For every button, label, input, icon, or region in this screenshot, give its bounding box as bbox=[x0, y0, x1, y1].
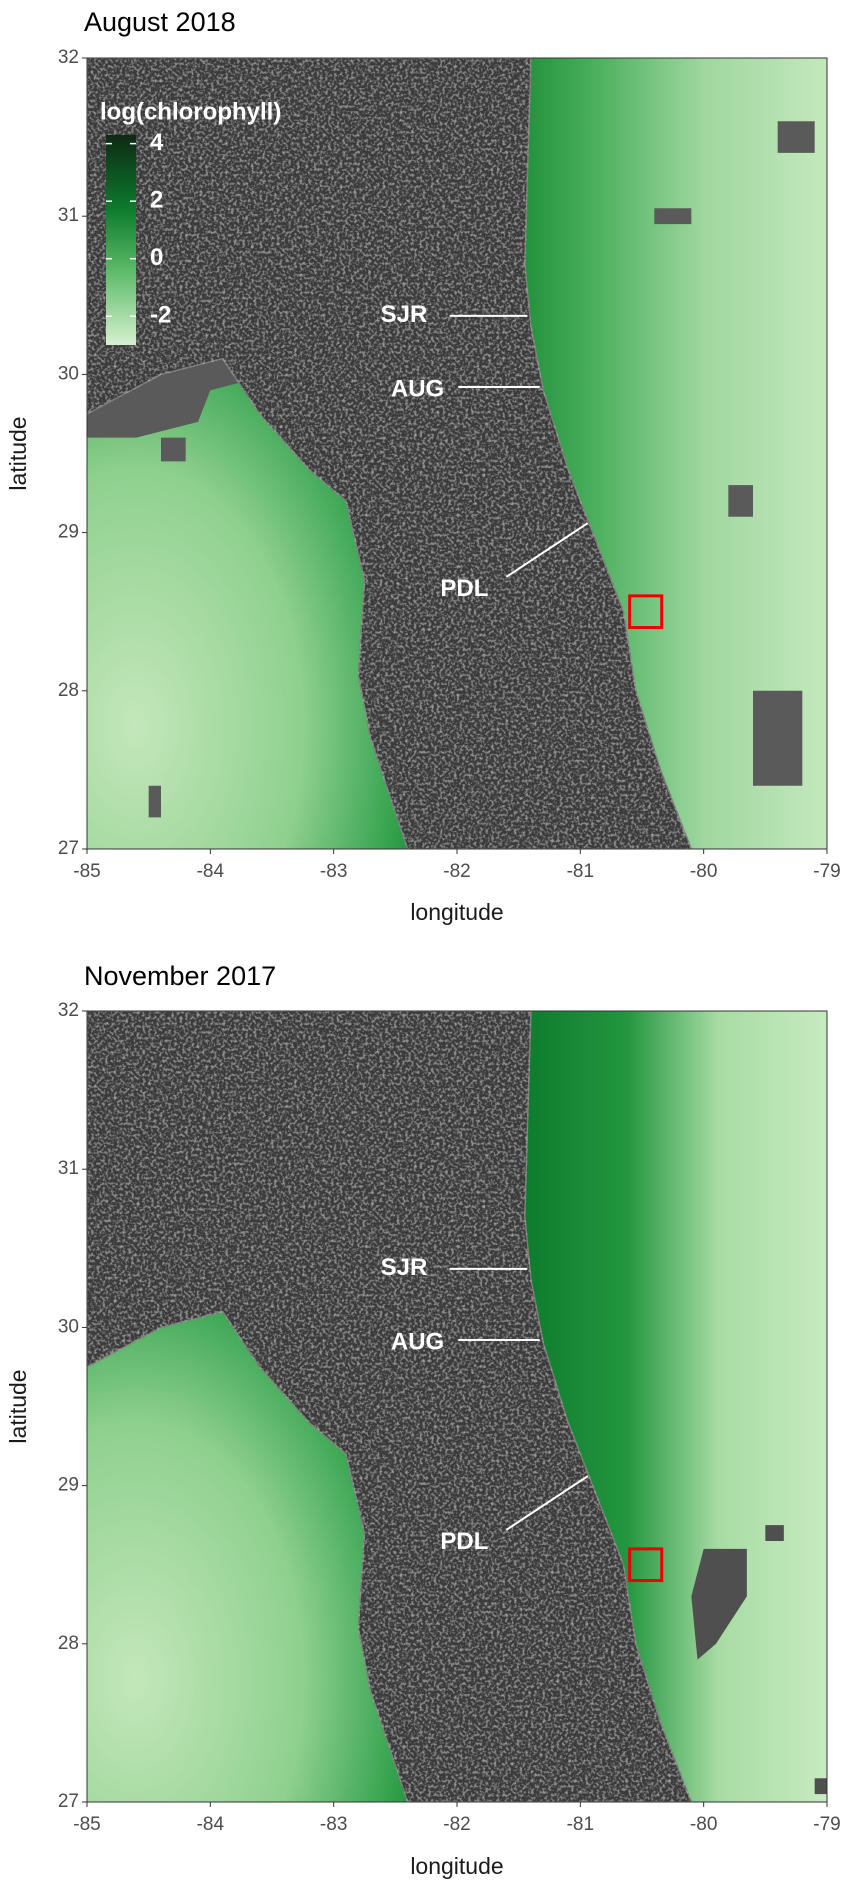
legend-title: log(chlorophyll) bbox=[100, 98, 281, 125]
y-tick-label: 29 bbox=[58, 1475, 79, 1496]
y-tick-label: 32 bbox=[58, 1000, 79, 1021]
cloud bbox=[777, 121, 815, 153]
cloud bbox=[728, 485, 753, 517]
y-tick-label: 31 bbox=[58, 1158, 79, 1179]
panel-title: August 2018 bbox=[84, 7, 236, 37]
site-label: PDL bbox=[440, 1528, 488, 1555]
gulf bbox=[87, 358, 408, 849]
y-tick-label: 28 bbox=[58, 1633, 79, 1654]
map-panel: SJR AUG PDL -85 -84 -83 -82 -81 -80 -79 27 28 29 30 31… bbox=[5, 961, 841, 1879]
legend-tick-label: 4 bbox=[150, 129, 164, 156]
land bbox=[87, 58, 693, 849]
map-area: SJR AUG PDL bbox=[87, 1011, 827, 1802]
map-area: SJR AUG PDL bbox=[87, 58, 827, 849]
x-tick-label: -79 bbox=[813, 861, 840, 882]
x-tick-label: -84 bbox=[197, 861, 225, 882]
land bbox=[87, 1011, 693, 1802]
x-tick-label: -79 bbox=[813, 1814, 840, 1835]
y-axis-label: latitude bbox=[5, 1369, 31, 1443]
study-box bbox=[628, 594, 664, 630]
y-tick-label: 30 bbox=[58, 363, 79, 384]
legend-tick-label: 2 bbox=[150, 187, 163, 214]
cloud bbox=[765, 1525, 784, 1541]
cloud bbox=[161, 437, 186, 462]
cloud bbox=[654, 208, 692, 225]
x-tick-label: -81 bbox=[567, 1814, 594, 1835]
y-tick-label: 30 bbox=[58, 1316, 79, 1337]
x-tick-label: -82 bbox=[443, 861, 470, 882]
x-tick-label: -80 bbox=[690, 861, 717, 882]
study-box bbox=[628, 1547, 664, 1583]
cloud bbox=[814, 1778, 827, 1795]
y-tick-label: 27 bbox=[58, 1791, 79, 1812]
legend-tick-label: -2 bbox=[150, 302, 171, 329]
x-tick-label: -84 bbox=[197, 1814, 225, 1835]
cloud bbox=[87, 358, 242, 438]
y-tick-label: 28 bbox=[58, 680, 79, 701]
x-tick-label: -83 bbox=[320, 1814, 347, 1835]
y-tick-label: 27 bbox=[58, 838, 79, 859]
panel-title: November 2017 bbox=[84, 961, 276, 991]
cloud bbox=[691, 1548, 747, 1660]
cloud bbox=[753, 690, 803, 786]
y-tick-label: 31 bbox=[58, 205, 79, 226]
x-tick-label: -85 bbox=[73, 1814, 100, 1835]
site-label: AUG bbox=[391, 376, 444, 403]
y-tick-label: 32 bbox=[58, 47, 79, 68]
x-axis-label: longitude bbox=[410, 1853, 503, 1879]
site-label: AUG bbox=[391, 1329, 444, 1356]
x-tick-label: -83 bbox=[320, 861, 347, 882]
y-tick-label: 29 bbox=[58, 522, 79, 543]
x-tick-label: -81 bbox=[567, 861, 594, 882]
site-label: SJR bbox=[381, 301, 428, 328]
map-panel: SJR AUG PDL -85 -84 -83 -82 -81 -80 -79 27 28 29 30 31… bbox=[5, 7, 841, 925]
leader-line bbox=[505, 1475, 589, 1531]
x-tick-label: -82 bbox=[443, 1814, 470, 1835]
site-label: SJR bbox=[381, 1254, 428, 1281]
gulf bbox=[87, 1311, 408, 1802]
x-tick-label: -85 bbox=[73, 861, 100, 882]
legend-tick-label: 0 bbox=[150, 244, 163, 271]
y-axis-label: latitude bbox=[5, 416, 31, 490]
color-bar bbox=[106, 135, 136, 345]
x-tick-label: -80 bbox=[690, 1814, 717, 1835]
leader-line bbox=[505, 522, 589, 578]
site-label: PDL bbox=[440, 575, 488, 602]
x-axis-label: longitude bbox=[410, 899, 503, 925]
cloud bbox=[148, 785, 161, 818]
